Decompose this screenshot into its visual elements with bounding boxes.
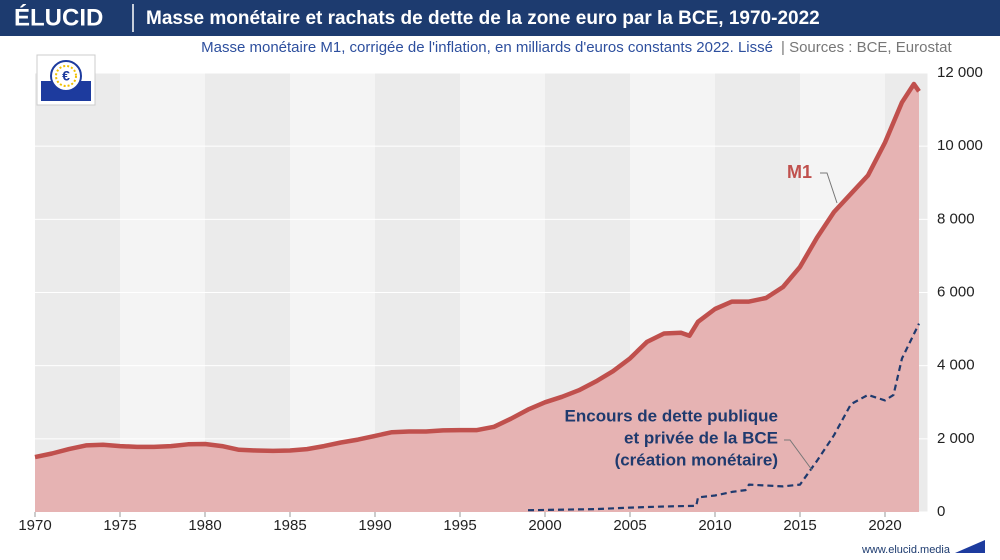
x-tick-label: 2000 xyxy=(528,517,561,534)
y-tick-label: 0 xyxy=(937,503,945,520)
x-tick-label: 1980 xyxy=(188,517,221,534)
chart-title: Masse monétaire et rachats de dette de l… xyxy=(146,8,820,29)
header-bar xyxy=(0,0,1000,36)
y-tick-label: 8 000 xyxy=(937,210,975,227)
footer-flag xyxy=(955,540,985,553)
brand: ÉLUCID xyxy=(14,3,103,31)
svg-text:€: € xyxy=(62,68,70,84)
area xyxy=(35,84,919,512)
source: | Sources : BCE, Eurostat xyxy=(781,39,952,56)
leader-line xyxy=(820,172,838,204)
x-tick-label: 1985 xyxy=(273,517,306,534)
x-tick-label: 1990 xyxy=(358,517,391,534)
x-tick-label: 1970 xyxy=(18,517,51,534)
ecb-logo: € xyxy=(36,54,96,106)
leader-line xyxy=(784,439,813,471)
x-tick-label: 1975 xyxy=(103,517,136,534)
annotation: Encours de dette publique xyxy=(565,406,778,425)
line xyxy=(34,81,921,460)
subtitle: Masse monétaire M1, corrigée de l'inflat… xyxy=(201,39,773,56)
annotation: M1 xyxy=(787,162,812,182)
y-tick-label: 6 000 xyxy=(937,283,975,300)
x-tick-label: 2020 xyxy=(868,517,901,534)
footer: www.elucid.media xyxy=(861,544,951,556)
y-tick-label: 10 000 xyxy=(937,137,983,154)
x-tick-label: 1995 xyxy=(443,517,476,534)
plot: 0 2 000 4 000 6 000 8 000 10 000 12 000 1970 197… xyxy=(18,64,983,534)
annotation: (création monétaire) xyxy=(615,450,778,469)
y-tick-label: 4 000 xyxy=(937,357,975,374)
y-tick-label: 12 000 xyxy=(937,64,983,81)
annotation: et privée de la BCE xyxy=(624,428,778,447)
x-tick-label: 2015 xyxy=(783,517,816,534)
x-tick-label: 2010 xyxy=(698,517,731,534)
line xyxy=(527,323,920,512)
x-tick-label: 2005 xyxy=(613,517,646,534)
y-tick-label: 2 000 xyxy=(937,430,975,447)
